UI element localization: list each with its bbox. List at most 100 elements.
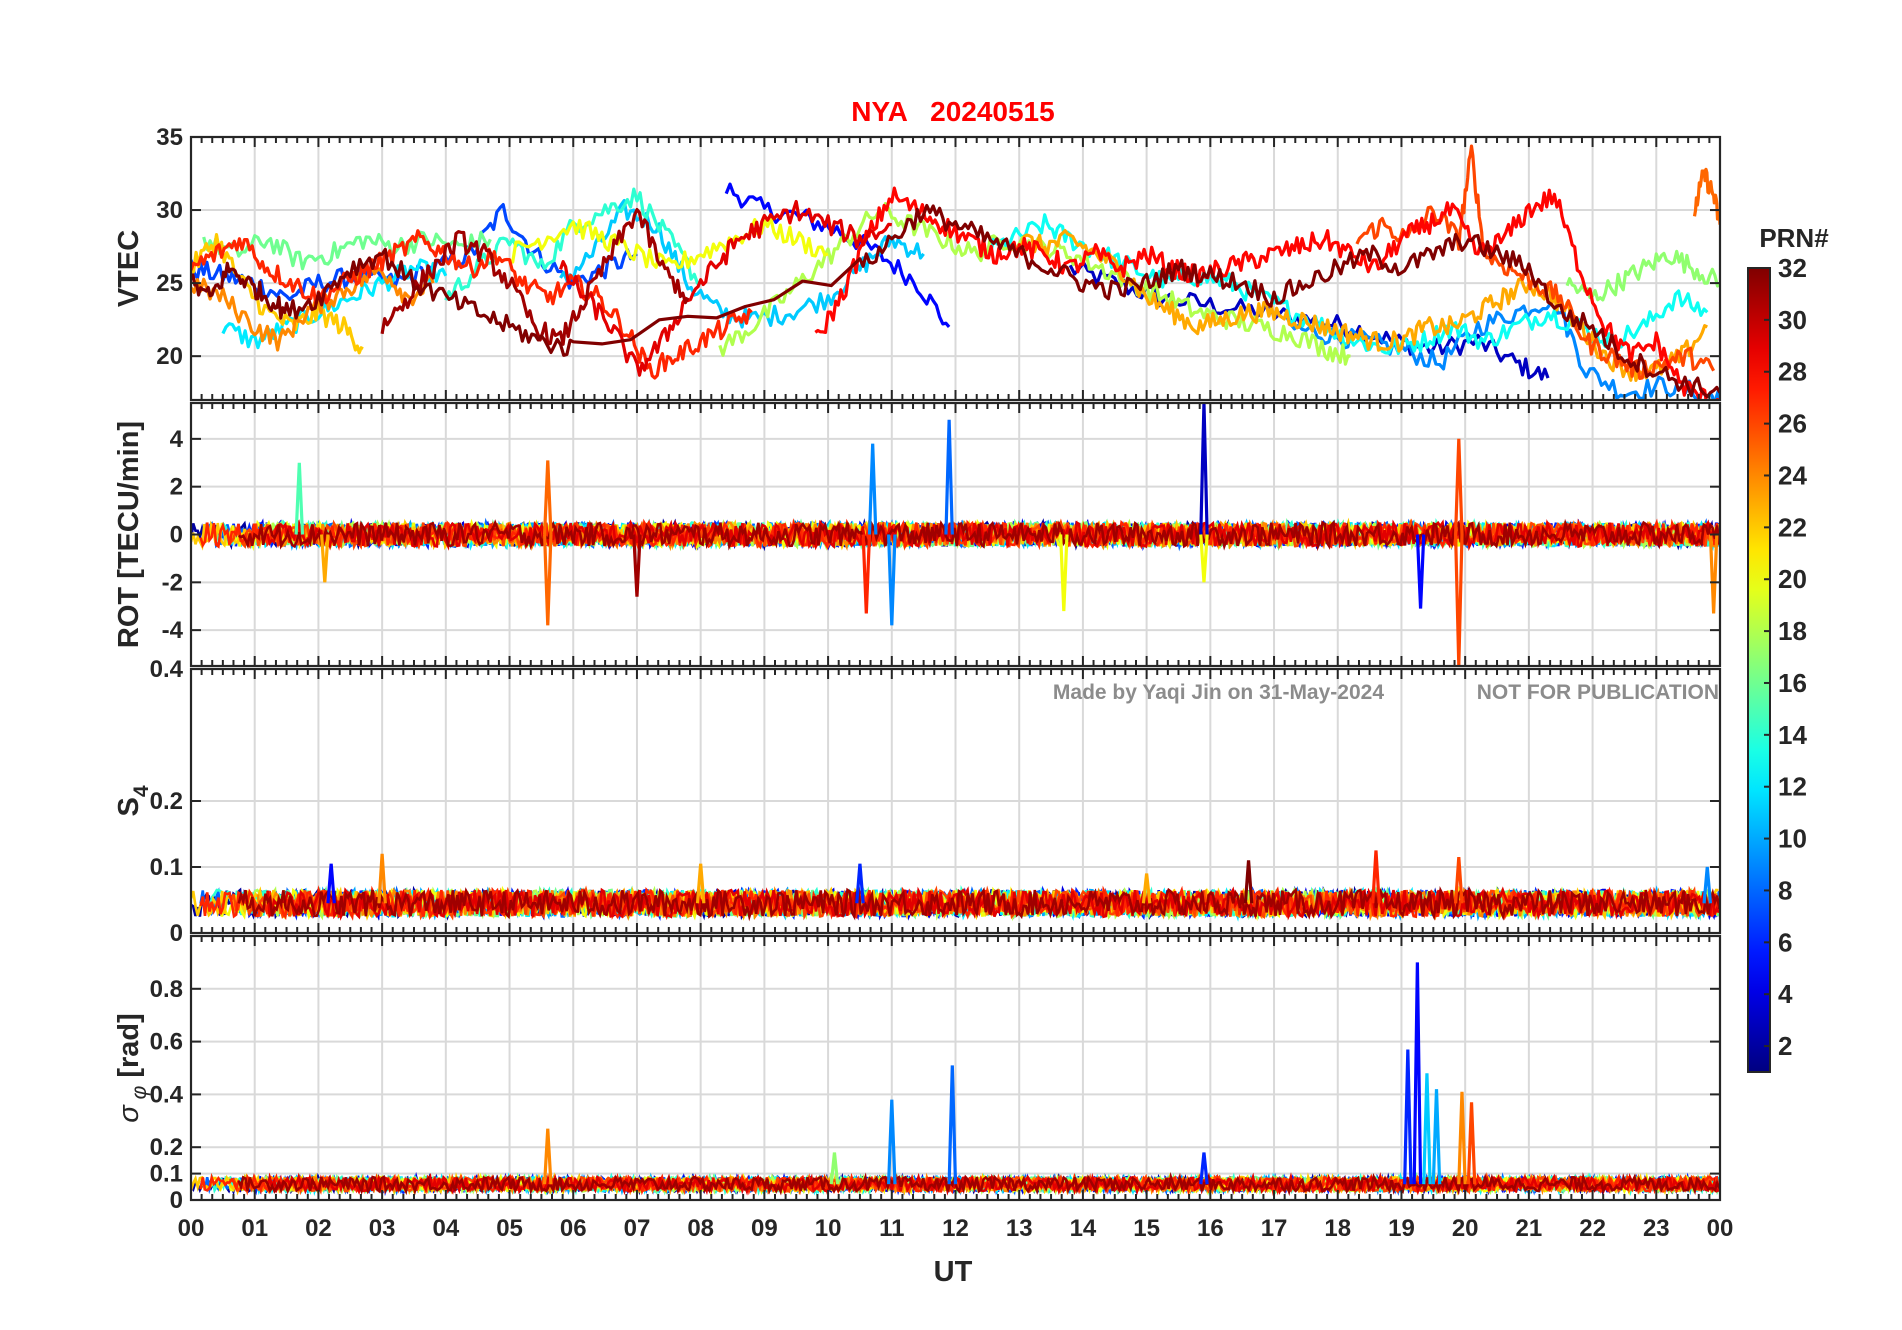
spike-prn-23 [695, 863, 706, 904]
y-tick-label: 0.8 [150, 976, 183, 1003]
panel-vtec: 20 25 30 35 VTEC [113, 124, 1722, 402]
x-tick-label: 16 [1197, 1215, 1224, 1242]
series-line-prn-9 [1285, 289, 1720, 400]
spike-prn-32 [1243, 860, 1254, 904]
spike-prn-23 [1141, 873, 1152, 904]
panel-sigmaphi: 00.10.2 0.4 0.6 0.8 σ φ [rad] 00 01 02 03 04 05 06 0… [113, 934, 1734, 1242]
spike-prn-25 [542, 534, 553, 626]
watermark-left: Made by Yaqi Jin on 31-May-2024 [1053, 681, 1384, 704]
colorbar-tick-label: 24 [1778, 460, 1807, 490]
series-line-prn-29 [558, 199, 892, 377]
spike-prn-6 [1199, 1152, 1209, 1185]
y-tick-label: 0.2 [150, 788, 183, 815]
spike-prn-8 [947, 1065, 958, 1185]
x-tick-label: 08 [687, 1215, 714, 1242]
x-tick-label: 13 [1006, 1215, 1033, 1242]
spike-prn-26 [1454, 856, 1464, 904]
series-line-prn-28 [814, 186, 1720, 400]
spike-prn-17 [829, 1152, 840, 1185]
y-tick-label: 0.6 [150, 1029, 183, 1056]
colorbar-tick-label: 14 [1778, 720, 1807, 750]
series-line-prn-27 [191, 229, 753, 380]
x-tick-label: 22 [1579, 1215, 1606, 1242]
series-line-prn-31 [238, 518, 1720, 552]
y-tick-label: 0.4 [150, 656, 184, 683]
colorbar-tick-label: 8 [1778, 875, 1792, 905]
y-tick-label: 2 [170, 474, 183, 501]
x-axis-label: UT [934, 1256, 973, 1288]
colorbar-tick-label: 26 [1778, 409, 1807, 439]
x-tick-label: 03 [369, 1215, 396, 1242]
x-tick-label: 00 [178, 1215, 205, 1242]
colorbar-title: PRN# [1759, 223, 1829, 253]
spike-prn-10 [1431, 1089, 1442, 1185]
spike-prn-24 [542, 1128, 553, 1185]
y-tick-label: 20 [156, 343, 183, 370]
y-tick-label: 35 [156, 124, 183, 151]
plot-area [191, 144, 1720, 400]
spike-prn-27 [861, 534, 872, 614]
x-tick-label: 07 [624, 1215, 651, 1242]
x-tick-label: 14 [1070, 1215, 1097, 1242]
y-tick-label: -4 [162, 617, 184, 644]
colorbar-tick-label: 16 [1778, 668, 1807, 698]
x-tick-label: 09 [751, 1215, 778, 1242]
panel-rot: -4 -2 0 2 4 ROT [TECU/min] [113, 401, 1722, 668]
x-tick-label: 10 [815, 1215, 842, 1242]
spike-prn-24 [1457, 1091, 1467, 1185]
y-tick-label: 0 [170, 920, 183, 947]
y-tick-label: 0 [170, 522, 183, 549]
spike-prn-31 [632, 534, 642, 597]
y-tick-label: 0.2 [150, 1134, 183, 1161]
x-tick-label: 19 [1388, 1215, 1415, 1242]
colorbar-tick-label: 30 [1778, 305, 1807, 335]
plot-area [191, 403, 1720, 666]
series-line-prn-32 [191, 203, 1720, 399]
spike-prn-24 [1708, 534, 1719, 614]
series-line-prn-31 [237, 885, 1720, 922]
colorbar-tick-label: 4 [1778, 979, 1793, 1009]
y-axis-label: σ φ [rad] [113, 1013, 151, 1123]
spike-prn-9 [867, 443, 878, 535]
spike-prn-9 [1702, 866, 1713, 904]
colorbar-tick-label: 28 [1778, 357, 1807, 387]
y-tick-label: 4 [170, 426, 184, 453]
spike-prn-6 [855, 863, 865, 904]
spike-prn-24 [377, 853, 387, 904]
y-tick-label: 0.1 [150, 1161, 183, 1188]
watermark-right: NOT FOR PUBLICATION [1477, 681, 1719, 704]
y-axis-label: VTEC [113, 230, 145, 307]
colorbar-gradient [1747, 267, 1771, 1073]
colorbar-tick-label: 12 [1778, 772, 1807, 802]
x-tick-label: 05 [496, 1215, 523, 1242]
spike-prn-15 [294, 462, 305, 535]
chart-title: NYA 20240515 [851, 96, 1054, 127]
y-axis-label: ROT [TECU/min] [113, 421, 145, 648]
y-tick-label: 30 [156, 197, 183, 224]
x-tick-label: 11 [879, 1215, 904, 1242]
colorbar-tick-label: 22 [1778, 512, 1807, 542]
y-tick-label: -2 [162, 569, 183, 596]
spike-prn-26 [1466, 1102, 1477, 1185]
x-tick-label: 06 [560, 1215, 587, 1242]
spike-prn-9 [887, 1099, 897, 1185]
y-axis-label: S4 [113, 785, 153, 816]
spike-prn-27 [1371, 850, 1381, 904]
x-tick-label: 15 [1133, 1215, 1160, 1242]
series-line-prn-20 [508, 216, 829, 270]
panel-s4: 0 0.1 0.2 0.4 S4 [113, 656, 1722, 947]
spike-prn-20 [1199, 534, 1209, 583]
plot-area [191, 962, 1720, 1197]
spike-prn-5 [326, 863, 336, 904]
x-tick-label: 12 [942, 1215, 969, 1242]
series-line-prn-31 [380, 208, 690, 346]
series-line-prn-31 [237, 1171, 1720, 1197]
spike-prn-23 [320, 534, 330, 583]
colorbar-tick-label: 20 [1778, 564, 1807, 594]
x-tick-label: 00 [1707, 1215, 1734, 1242]
y-tick-label: 0 [170, 1187, 183, 1214]
colorbar-tick-label: 2 [1778, 1031, 1792, 1061]
